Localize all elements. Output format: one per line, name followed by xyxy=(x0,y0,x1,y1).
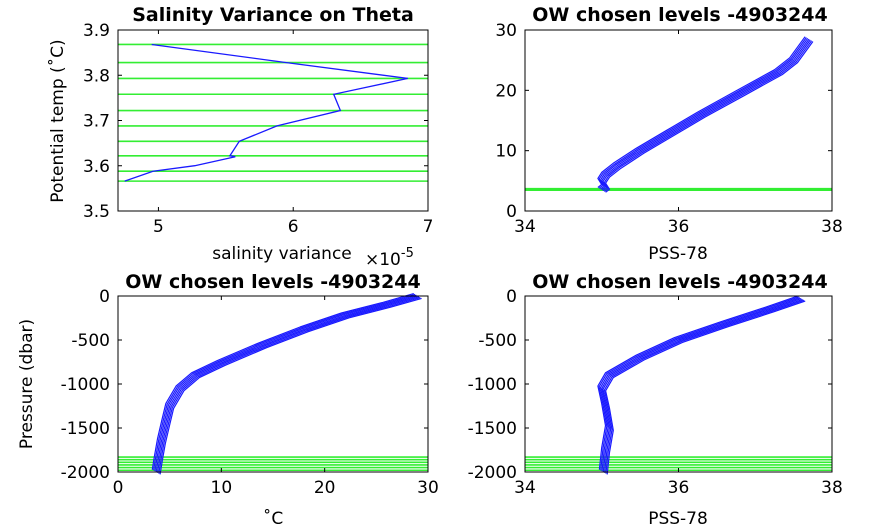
bl-xtick-label: 10 xyxy=(211,478,233,498)
bl-profile-line xyxy=(154,294,417,472)
bl-profile-line xyxy=(153,293,416,471)
panel-ow-levels-theta-salinity: OW chosen levels -4903244 34 36 380102030 … xyxy=(495,4,842,264)
tl-ticks: 5 6 7 3.5 3.6 3.7 3.8 3.9 xyxy=(83,21,433,237)
panel-salinity-variance: Salinity Variance on Theta 5 6 7 3.5 3.6 3.7 3… xyxy=(47,4,433,270)
br-profile-line xyxy=(602,298,803,473)
bl-profile-line xyxy=(156,296,420,473)
tl-ytick-label: 3.6 xyxy=(83,157,110,177)
tr-profile-line xyxy=(599,37,809,190)
br-axes-box xyxy=(524,295,833,473)
bl-xtick-label: 20 xyxy=(314,478,336,498)
bl-profile-line xyxy=(151,293,414,470)
tr-ytick-label: 20 xyxy=(495,81,517,101)
bl-ytick-label: 0 xyxy=(99,287,110,307)
tr-profile-line xyxy=(602,39,811,192)
tl-xtick-label: 5 xyxy=(153,217,164,237)
br-profile-line xyxy=(598,296,799,471)
br-ytick-label: -1000 xyxy=(468,375,517,395)
tr-ytick-label: 10 xyxy=(495,142,517,162)
br-ytick-label: -500 xyxy=(478,331,517,351)
panel-ow-levels-pressure-temp: OW chosen levels -4903244 0 10 20 30 -2000 -1… xyxy=(17,271,439,529)
br-profile-line xyxy=(597,295,798,470)
tr-ticks: 34 36 38 0 10 20 30 xyxy=(495,21,842,237)
tr-xtick-label: 36 xyxy=(668,217,690,237)
tr-xlabel: PSS-78 xyxy=(648,244,708,264)
br-ticks: 34 36 38 -2000 -1500 -1000 -500 0 xyxy=(468,287,843,498)
bl-title: OW chosen levels -4903244 xyxy=(125,271,420,293)
br-xtick-label: 36 xyxy=(668,478,690,498)
tr-axes-box xyxy=(524,29,833,212)
tr-profile-line xyxy=(601,38,810,191)
br-profile-line xyxy=(604,300,806,475)
br-profile-line xyxy=(601,298,802,473)
tl-ytick-label: 3.9 xyxy=(83,21,110,41)
bl-ytick-label: -2000 xyxy=(61,463,110,483)
bl-ytick-label: -1000 xyxy=(61,375,110,395)
tr-xtick-label: 34 xyxy=(514,217,536,237)
panel-ow-levels-pressure-salinity: OW chosen levels -4903244 34 36 38 -2000 -15… xyxy=(468,271,843,529)
tr-profile-line xyxy=(603,40,813,192)
tl-x-exponent-power: -5 xyxy=(401,246,414,261)
tr-ytick-label: 0 xyxy=(506,202,517,222)
bl-xtick-label: 0 xyxy=(113,478,124,498)
tr-plot-area xyxy=(525,36,832,193)
bl-profile-line xyxy=(155,295,418,473)
bl-plot-area xyxy=(118,293,428,475)
tr-ytick-label: 30 xyxy=(495,21,517,41)
br-xlabel: PSS-78 xyxy=(648,509,708,529)
bl-ticks: 0 10 20 30 -2000 -1500 -1000 -500 0 xyxy=(61,287,439,498)
bl-ylabel: Pressure (dbar) xyxy=(17,319,37,449)
tr-profile-line xyxy=(597,36,806,188)
tl-xtick-label: 7 xyxy=(423,217,434,237)
br-ytick-label: -1500 xyxy=(468,419,517,439)
tl-ytick-label: 3.7 xyxy=(83,112,110,132)
br-plot-area xyxy=(525,295,832,475)
tl-ytick-label: 3.8 xyxy=(83,66,110,86)
tl-ylabel: Potential temp (˚C) xyxy=(47,39,68,202)
tl-x-exponent-base: ×10 xyxy=(365,250,401,270)
br-xtick-label: 34 xyxy=(514,478,536,498)
bl-xtick-label: 30 xyxy=(417,478,439,498)
tl-title: Salinity Variance on Theta xyxy=(132,4,414,26)
bl-xlabel: ˚C xyxy=(263,508,283,529)
br-title: OW chosen levels -4903244 xyxy=(532,271,827,293)
br-ytick-label: 0 xyxy=(506,287,517,307)
tl-plot-area xyxy=(118,43,428,182)
tl-ytick-label: 3.5 xyxy=(83,202,110,222)
br-profile-line xyxy=(599,297,801,472)
tr-profile-line xyxy=(604,41,814,193)
tr-xtick-label: 38 xyxy=(821,217,843,237)
tl-xlabel: salinity variance xyxy=(212,244,352,264)
tl-x-exponent: ×10-5 xyxy=(365,246,414,270)
br-xtick-label: 38 xyxy=(821,478,843,498)
tr-title: OW chosen levels -4903244 xyxy=(532,4,827,26)
bl-profile-line xyxy=(158,297,421,474)
bl-profile-line xyxy=(159,297,422,475)
br-ytick-label: -2000 xyxy=(468,463,517,483)
tl-axes-box xyxy=(117,29,429,212)
bl-ytick-label: -1500 xyxy=(61,419,110,439)
bl-ytick-label: -500 xyxy=(71,331,110,351)
tl-variance-line xyxy=(124,43,408,182)
tr-profile-line xyxy=(598,37,807,189)
tl-xtick-label: 6 xyxy=(288,217,299,237)
br-profile-line xyxy=(603,299,805,474)
